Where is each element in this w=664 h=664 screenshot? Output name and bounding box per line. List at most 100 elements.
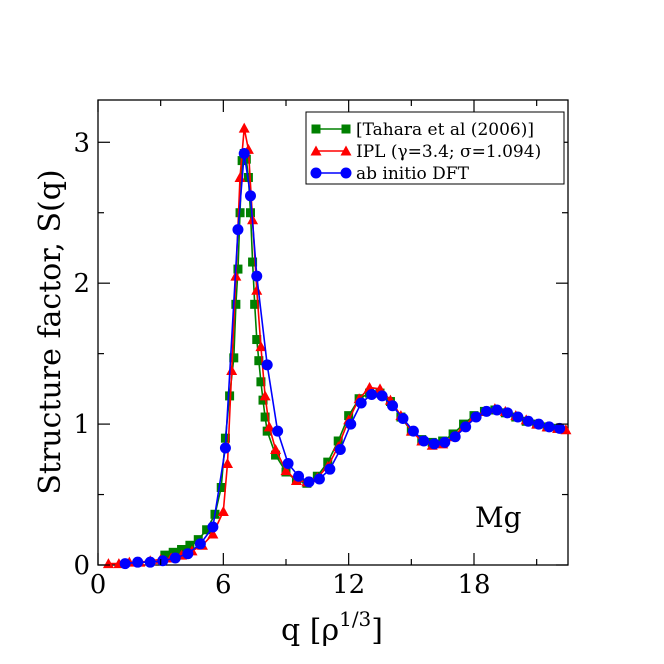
- x-axis-title: q [ρ1/3]: [281, 607, 383, 648]
- data-point: [256, 377, 266, 387]
- data-point: [168, 547, 178, 557]
- data-point: [132, 556, 144, 568]
- x-tick-label: 18: [457, 570, 490, 600]
- x-tick-label: 0: [90, 570, 107, 600]
- data-point: [238, 122, 250, 133]
- data-point: [226, 365, 238, 376]
- legend-label: [Tahara et al (2006)]: [356, 120, 534, 140]
- data-point: [261, 359, 273, 371]
- data-point: [251, 270, 263, 282]
- x-axis-title-close: ]: [371, 613, 383, 648]
- data-point: [263, 421, 275, 432]
- legend-entry: ab initio DFT: [310, 164, 470, 184]
- legend-marker: [310, 145, 322, 156]
- data-point: [245, 208, 255, 218]
- data-point: [543, 421, 555, 433]
- y-tick-label: 3: [73, 128, 90, 158]
- data-point: [501, 407, 513, 419]
- data-point: [460, 421, 472, 433]
- data-point: [255, 341, 267, 352]
- x-tick-label: 12: [332, 570, 365, 600]
- data-point: [397, 412, 409, 424]
- data-point: [303, 476, 315, 488]
- data-point: [254, 356, 264, 366]
- data-point: [229, 353, 239, 363]
- data-point: [470, 411, 482, 423]
- data-point: [522, 415, 534, 427]
- annotation-mg: Mg: [475, 501, 522, 534]
- data-point: [270, 443, 282, 454]
- data-point: [244, 190, 256, 202]
- data-point: [157, 555, 169, 567]
- data-point: [313, 473, 325, 485]
- data-point: [252, 335, 262, 345]
- data-point: [233, 264, 243, 274]
- legend-marker: [311, 124, 321, 134]
- data-point: [533, 418, 545, 430]
- data-point: [160, 550, 170, 560]
- data-point: [481, 405, 493, 417]
- data-point: [232, 224, 244, 236]
- data-point: [280, 465, 292, 476]
- data-point: [217, 505, 229, 516]
- legend-marker: [340, 167, 352, 179]
- series-tahara-et-al-2006: [160, 149, 563, 560]
- data-point: [119, 558, 131, 570]
- legend-entry: [Tahara et al (2006)]: [311, 120, 534, 140]
- series-line: [108, 128, 567, 565]
- plot-frame: [97, 99, 569, 566]
- data-point: [407, 425, 419, 437]
- data-point: [293, 470, 305, 482]
- data-point: [185, 540, 195, 550]
- legend-label: ab initio DFT: [356, 164, 470, 184]
- y-tick-label: 0: [73, 551, 90, 581]
- data-point: [333, 436, 343, 446]
- data-point: [387, 400, 399, 412]
- data-point: [449, 431, 461, 443]
- data-point: [418, 435, 430, 447]
- data-point: [169, 552, 181, 564]
- legend-marker: [310, 167, 322, 179]
- data-point: [428, 438, 440, 450]
- data-point: [345, 418, 357, 430]
- data-point: [491, 404, 503, 416]
- data-point: [219, 442, 231, 454]
- data-point: [241, 154, 251, 164]
- series-line: [164, 150, 558, 556]
- data-point: [271, 450, 281, 460]
- data-point: [512, 411, 524, 423]
- data-point: [272, 425, 284, 437]
- y-axis-title: Structure factor, S(q): [33, 169, 68, 494]
- x-tick-label: 6: [215, 570, 232, 600]
- series-ab-initio-dft: [119, 148, 566, 570]
- data-point: [282, 458, 294, 470]
- data-point: [334, 443, 346, 455]
- data-point: [355, 397, 367, 409]
- data-point: [238, 148, 250, 160]
- data-point: [207, 521, 219, 533]
- legend-label: IPL (γ=3.4; σ=1.094): [356, 142, 541, 162]
- data-point: [324, 463, 336, 475]
- y-tick-label: 2: [73, 269, 90, 299]
- data-point: [194, 538, 206, 550]
- data-point: [259, 390, 271, 401]
- legend-entries: [Tahara et al (2006)]IPL (γ=3.4; σ=1.094…: [310, 120, 541, 184]
- legend-marker: [340, 145, 352, 156]
- data-point: [225, 391, 235, 401]
- data-point: [554, 422, 566, 434]
- data-point: [177, 545, 187, 554]
- data-point: [376, 390, 388, 402]
- series-marks: [102, 122, 572, 570]
- data-point: [248, 257, 258, 267]
- data-point: [234, 172, 246, 182]
- data-point: [222, 458, 234, 469]
- data-point: [231, 299, 241, 309]
- legend-entry: IPL (γ=3.4; σ=1.094): [310, 142, 541, 162]
- y-tick-label: 1: [73, 410, 90, 440]
- data-point: [260, 412, 270, 422]
- x-axis-title-main: q [ρ: [281, 613, 339, 648]
- data-point: [182, 548, 194, 560]
- data-point: [366, 389, 378, 400]
